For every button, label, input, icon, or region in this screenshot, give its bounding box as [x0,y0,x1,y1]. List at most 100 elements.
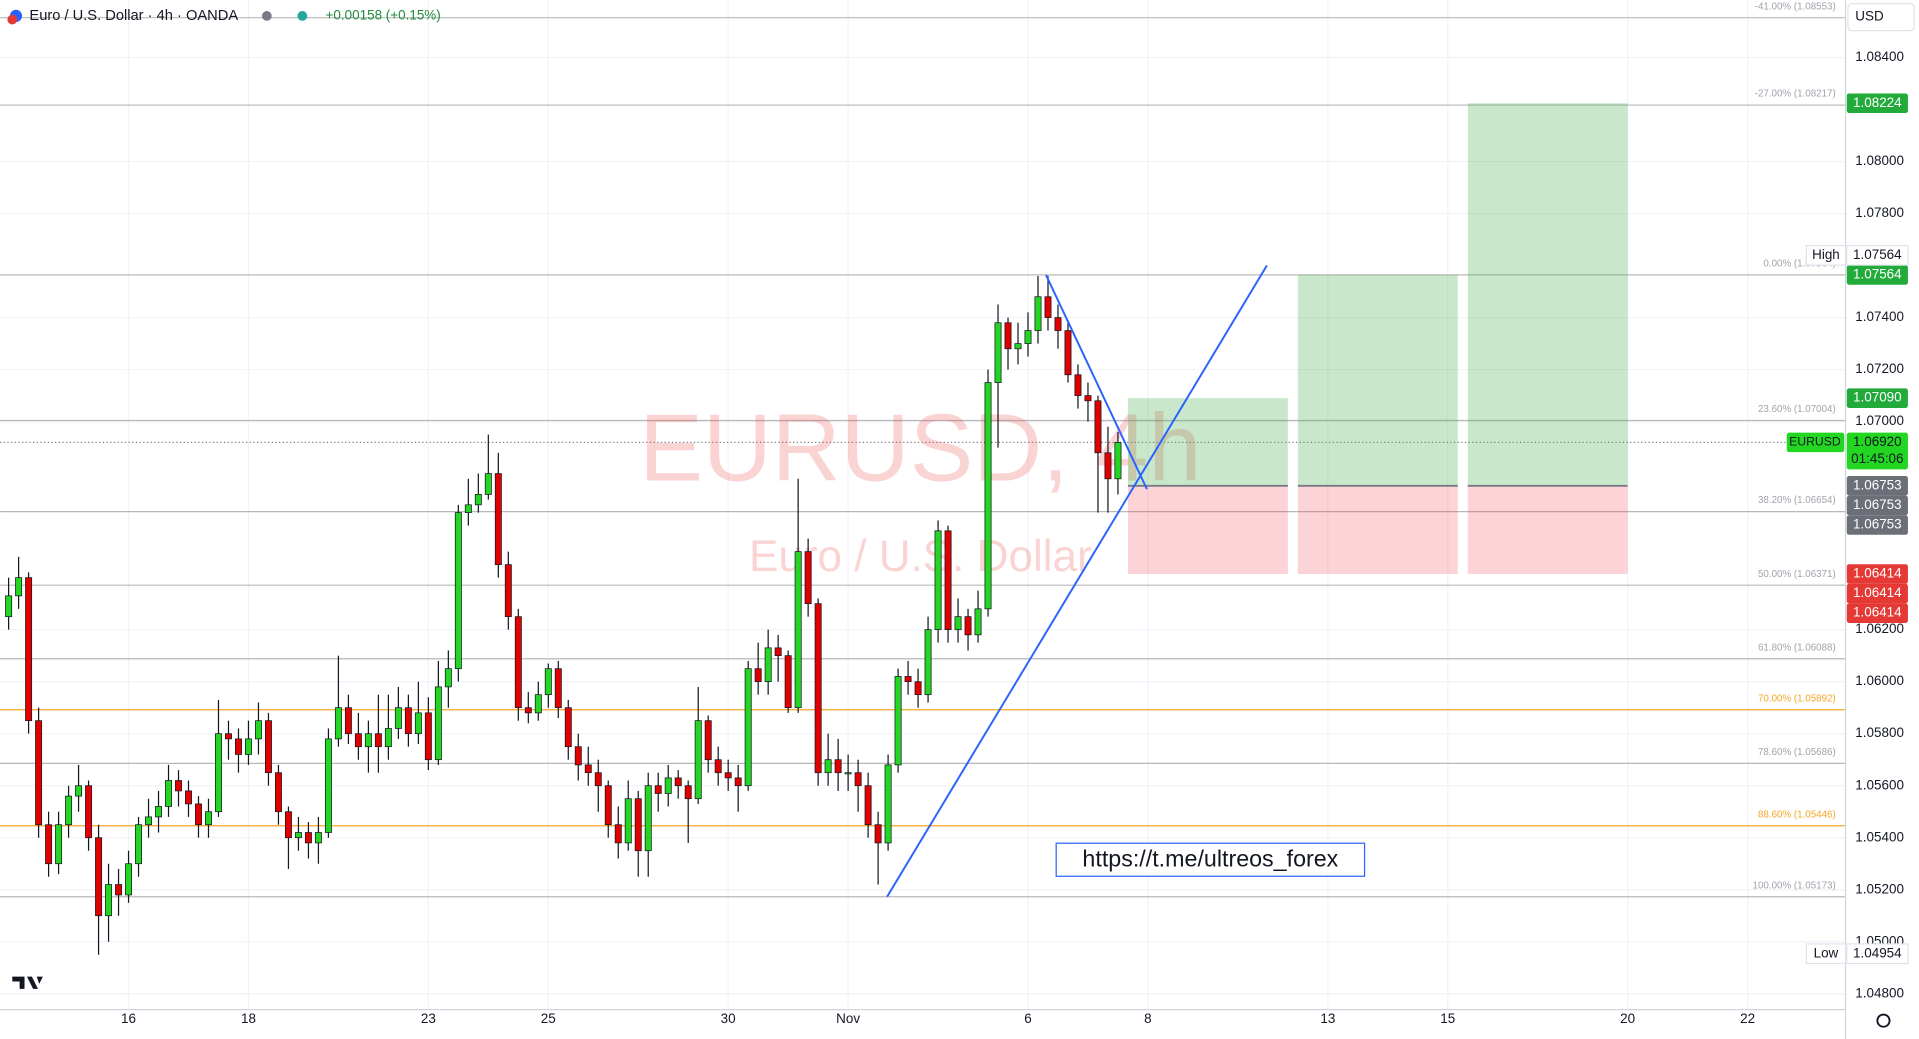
y-tick-label: 1.07000 [1855,413,1904,428]
price-tag-label: 1.07564 [1853,266,1902,281]
y-tick-label: 1.05400 [1855,829,1904,844]
candle-body [974,608,982,636]
stop-zone [1467,485,1628,574]
candle-body [864,785,872,826]
tv-logo [12,976,43,989]
candle-body [25,577,33,722]
symbol-icon [7,14,18,25]
x-tick-label: 13 [1320,1011,1335,1026]
y-tick-label: 1.07400 [1855,309,1904,324]
candle-body [304,832,312,844]
candle-body [364,733,372,748]
price-tag-label: 1.06414 [1853,585,1902,600]
currency-button[interactable]: USD [1847,3,1915,32]
candle-body [1064,330,1072,376]
candle-body [914,681,922,696]
extreme-tag [1805,943,1847,965]
candle-body [45,824,53,865]
candle-body [584,764,592,774]
price-tag-label: 1.06753 [1853,497,1902,512]
candle-body [844,772,852,775]
currency-label[interactable]: USD [1855,9,1884,24]
y-tick-label: 1.08400 [1855,49,1904,64]
x-tick-label: 20 [1620,1011,1635,1026]
candle-body [814,603,822,774]
y-tick-label: 1.07200 [1855,361,1904,376]
candle-body [15,577,23,597]
extreme-tag-name: Low [1814,945,1839,960]
candle-body [65,795,73,826]
y-tick-label: 1.06200 [1855,621,1904,636]
candle-body [994,322,1002,383]
candle-body [604,785,612,826]
y-tick-label: 1.06000 [1855,673,1904,688]
countdown: 01:45:06 [1851,451,1903,466]
fib-label: 0.00% (1.07564) [1763,258,1835,269]
candle-body [324,738,332,833]
stop-zone [1297,485,1458,574]
candle-body [115,884,123,896]
extreme-tag-name: High [1812,247,1840,262]
candle-body [145,816,152,826]
y-tick-label: 1.05800 [1855,725,1904,740]
candle-body [894,676,902,766]
price-tag [1846,388,1908,408]
fib-label: 78.60% (1.05686) [1758,747,1836,758]
candle-body [554,668,562,709]
candle-body [314,832,322,844]
extreme-tag [1805,244,1847,266]
candle-body [1074,374,1082,396]
x-tick-label: 15 [1440,1011,1455,1026]
price-tag-label: 1.06753 [1853,517,1902,532]
candle-body [1004,322,1012,350]
link-text[interactable]: https://t.me/ultreos_forex [1082,845,1338,871]
extreme-tag [1846,244,1909,266]
trend-line [1045,274,1148,490]
price-tag [1846,93,1908,114]
candle-body [704,720,712,761]
price-tag-label: 1.06414 [1853,566,1902,581]
candle-body [284,811,292,839]
candle-body [924,629,932,696]
candle-body [724,772,732,779]
candle-body [824,759,832,774]
candle-body [754,668,762,683]
extreme-tag [1846,943,1909,965]
candle-body [784,655,792,709]
candle-body [804,551,812,605]
trend-line [886,265,1268,898]
candle-body [424,712,432,761]
fib-label: 23.60% (1.07004) [1758,404,1836,415]
grid-layer: -41.00% (1.08553) -27.00% (1.08217) 0.00% … [0,0,1846,1010]
trendline-layer [886,265,1268,898]
price-tag [1846,583,1908,604]
fib-label: 70.00% (1.05892) [1758,693,1836,704]
x-tick-label: 23 [421,1011,436,1026]
x-tick-label: 6 [1024,1011,1031,1026]
status-dot [261,11,272,21]
x-tick-label: 8 [1144,1011,1151,1026]
candle-body [394,707,402,729]
candle-body [694,720,702,800]
settings-icon[interactable] [1876,1013,1891,1028]
candle-body [614,824,622,844]
candle-body [954,616,962,631]
y-tick-label: 1.04800 [1855,985,1904,1000]
axis-layer: 1.08400 1.08000 1.07800 1.07400 1.07200 1.070… [121,49,1909,1026]
status-dot [297,11,308,21]
candle-body [384,728,392,748]
drawings-layer [1127,103,1628,574]
symbol-tag-name: EURUSD [1789,435,1841,449]
x-tick-label: 30 [721,1011,736,1026]
candle-body [344,707,352,735]
candle-body [744,668,752,787]
candle-body [774,647,782,657]
target-zone [1297,274,1458,486]
candle-body [294,832,302,839]
candle-body [534,694,542,714]
price-change: +0.00158 (+0.15%) [326,7,441,22]
price-tag [1846,265,1908,285]
link-box[interactable]: https://t.me/ultreos_forex [1055,842,1366,877]
